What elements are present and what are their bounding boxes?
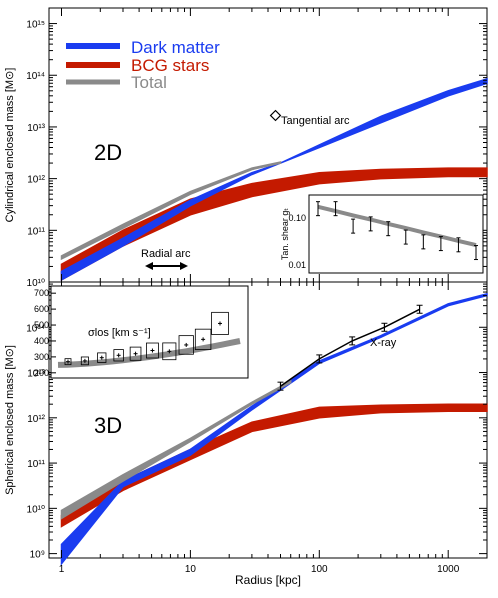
ytick-label: 10¹⁴ [26,71,45,82]
bottom-ticks: 10⁹ 10¹⁰ 10¹¹ 10¹² 10¹³ 10¹⁴ 1 10 100 1000 [26,282,488,575]
ytick-label: 10¹³ [27,123,45,134]
xtick-label: 10 [185,564,197,575]
ytick-label: 10⁹ [30,550,45,561]
ytick-label: 10¹² [27,175,45,186]
band-bcg-stars [60,403,488,528]
sigma-box [162,342,177,361]
sigma-box [194,328,212,350]
sigma-ytick-label: 700 [34,288,49,298]
ytick-label: 10¹⁰ [27,504,45,515]
shear-inset-ylabel: Tan. shear gₜ [280,208,290,261]
legend-label-bcg: BCG stars [131,56,209,75]
sigma-box [211,311,229,335]
shear-points [316,201,478,261]
xtick-label: 1000 [437,564,460,575]
sigma-box [97,352,107,363]
sigma-inset-label: σlos [km s⁻¹] [88,327,151,339]
top-ylabel: Cylindrical enclosed mass [M⊙] [4,68,16,223]
ytick-label: 10¹⁴ [26,323,45,334]
sigma-ytick-label: 500 [34,320,49,330]
sigma-inset: σlos [km s⁻¹] 200 300 400 500 600 700 [34,285,249,379]
sigma-box [146,342,159,359]
legend: Dark matter BCG stars Total [66,38,220,92]
tangential-arc-marker [269,109,282,122]
sigma-box [80,356,89,366]
bottom-ylabel: Spherical enclosed mass [M⊙] [4,345,16,495]
legend-label-total: Total [131,73,167,92]
shear-inset: Tan. shear gₜ 0.01 0.10 [280,194,484,274]
xtick-label: 1 [59,564,65,575]
ytick-label: 10¹³ [27,369,45,380]
radial-arc-arrowhead-left [145,262,153,270]
band-total [60,379,292,520]
sigma-box [129,346,142,361]
ytick-label: 10¹¹ [27,226,45,237]
shear-model-band [317,204,477,248]
sigma-box [178,335,194,355]
ytick-label: 10¹² [27,414,45,425]
shear-inset-tick-0: 0.01 [288,260,306,270]
sigma-ytick-label: 200 [34,368,49,378]
legend-label-dm: Dark matter [131,38,220,57]
band-total [60,161,282,261]
sigma-ticks: 200 300 400 500 600 700 [34,288,56,378]
band-bcg-stars [60,167,488,282]
ytick-label: 10¹⁵ [26,20,45,31]
panel-label-2d: 2D [94,140,122,165]
ytick-label: 10¹⁰ [27,278,45,289]
sigma-ytick-label: 300 [34,352,49,362]
shear-inset-frame [308,194,484,274]
sigma-box [64,358,72,366]
xray-label: X-ray [370,337,397,349]
bottom-xlabel: Radius [kpc] [235,573,301,587]
ytick-label: 10¹¹ [27,459,45,470]
sigma-ytick-label: 600 [34,304,49,314]
radial-arc-label: Radial arc [141,248,191,260]
sigma-box [113,349,124,362]
panel-label-3d: 3D [94,413,122,438]
radial-arc-arrowhead-right [180,262,188,270]
shear-inset-tick-1: 0.10 [288,213,306,223]
sigma-ytick-label: 400 [34,336,49,346]
xtick-label: 100 [311,564,328,575]
tangential-arc-label: Tangential arc [281,115,350,127]
top-ticks: 10¹⁰ 10¹¹ 10¹² 10¹³ 10¹⁴ 10¹⁵ [26,7,488,289]
sigma-points [57,311,241,368]
